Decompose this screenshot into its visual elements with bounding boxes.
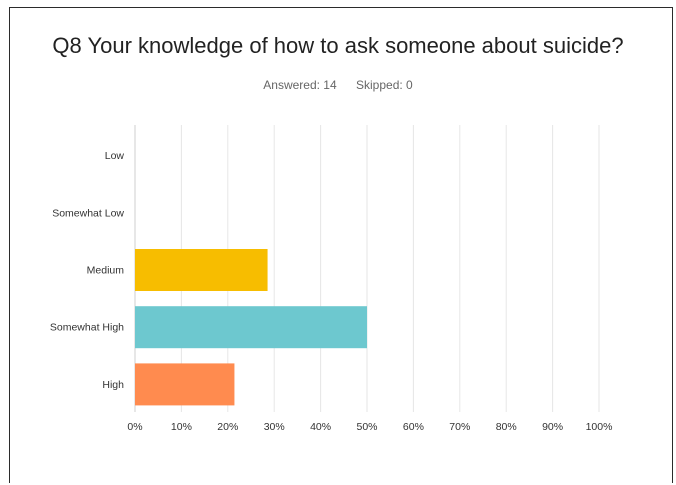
- category-label: Medium: [87, 265, 125, 277]
- skipped-count: Skipped: 0: [356, 78, 413, 92]
- bar-medium: [135, 249, 268, 291]
- x-tick-label: 20%: [217, 421, 238, 433]
- x-tick-label: 90%: [542, 421, 563, 433]
- x-tick-label: 50%: [356, 421, 377, 433]
- x-tick-label: 0%: [127, 421, 142, 433]
- x-tick-label: 80%: [496, 421, 517, 433]
- category-label: High: [102, 379, 124, 391]
- x-tick-label: 30%: [264, 421, 285, 433]
- x-tick-label: 40%: [310, 421, 331, 433]
- category-label: Somewhat High: [50, 322, 124, 334]
- chart-frame: [9, 7, 673, 483]
- x-tick-label: 10%: [171, 421, 192, 433]
- question-title: Q8 Your knowledge of how to ask someone …: [52, 33, 624, 58]
- bar-somewhat-high: [135, 306, 367, 349]
- category-label: Low: [105, 150, 125, 162]
- x-tick-label: 60%: [403, 421, 424, 433]
- bar-high: [135, 363, 235, 406]
- x-tick-label: 100%: [586, 421, 613, 433]
- category-labels: Low Somewhat Low Medium Somewhat High High: [50, 150, 125, 391]
- x-tick-labels: 0% 10% 20% 30% 40% 50% 60% 70% 80% 90% 100%: [127, 421, 612, 433]
- response-summary: Answered: 14 Skipped: 0: [0, 78, 676, 92]
- answered-count: Answered: 14: [263, 78, 337, 92]
- x-tick-label: 70%: [449, 421, 470, 433]
- bars: [135, 249, 367, 406]
- category-label: Somewhat Low: [52, 207, 124, 219]
